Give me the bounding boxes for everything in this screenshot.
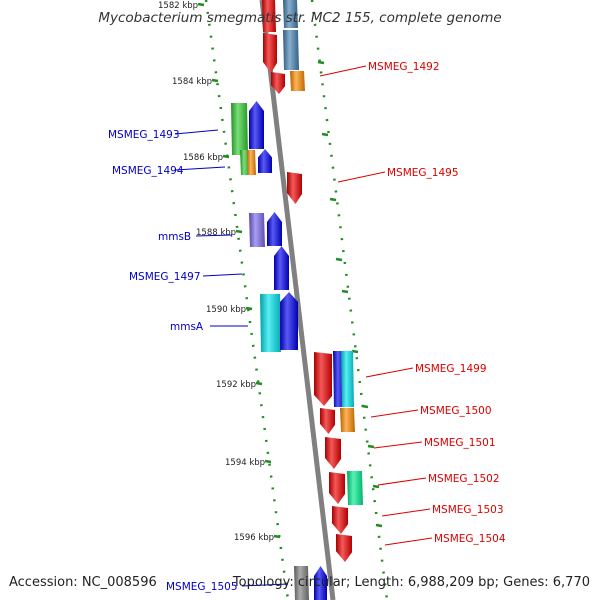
gene-label-msmeg_1499[interactable]: MSMEG_1499 bbox=[415, 363, 487, 375]
tick-mark-right bbox=[341, 289, 349, 294]
leader-line bbox=[381, 508, 431, 517]
gene-block[interactable] bbox=[262, 0, 276, 32]
kbp-tick-label: 1594 kbp bbox=[225, 458, 265, 468]
gene-block[interactable] bbox=[336, 534, 352, 562]
gene-label-msmeg_1494[interactable]: MSMEG_1494 bbox=[112, 165, 184, 177]
kbp-tick-label: 1584 kbp bbox=[172, 77, 212, 87]
tick-mark-right bbox=[317, 60, 325, 65]
tick-mark-left bbox=[211, 78, 219, 83]
kbp-tick-label: 1588 kbp bbox=[196, 228, 236, 238]
gene-block[interactable] bbox=[280, 292, 298, 350]
kbp-tick-label: 1592 kbp bbox=[216, 380, 256, 390]
tick-mark-right bbox=[372, 484, 380, 489]
leader-line bbox=[202, 273, 243, 277]
leader-line bbox=[365, 367, 414, 378]
gene-block[interactable] bbox=[294, 566, 309, 600]
kbp-tick-label: 1582 kbp bbox=[158, 1, 198, 11]
tick-mark-right bbox=[321, 132, 329, 137]
leader-line bbox=[377, 477, 427, 486]
gene-block[interactable] bbox=[283, 30, 299, 70]
tick-mark-left bbox=[245, 306, 253, 311]
leader-line bbox=[174, 166, 226, 171]
gene-label-msmeg_1493[interactable]: MSMEG_1493 bbox=[108, 129, 180, 141]
gene-block[interactable] bbox=[258, 149, 272, 173]
gene-block[interactable] bbox=[260, 294, 281, 352]
gene-label-msmeg_1492[interactable]: MSMEG_1492 bbox=[368, 61, 440, 73]
gene-label-msmeg_1502[interactable]: MSMEG_1502 bbox=[428, 473, 500, 485]
gene-label-msmeg_1495[interactable]: MSMEG_1495 bbox=[387, 167, 459, 179]
gene-block[interactable] bbox=[231, 103, 248, 155]
genome-summary-text: Topology: circular; Length: 6,988,209 bp… bbox=[232, 575, 590, 590]
gene-label-mmsa[interactable]: mmsA bbox=[170, 321, 204, 333]
tick-mark-left bbox=[197, 2, 205, 7]
gene-block[interactable] bbox=[325, 437, 341, 469]
gene-label-mmsb[interactable]: mmsB bbox=[158, 231, 191, 243]
tick-mark-left bbox=[235, 229, 243, 234]
tick-mark-left bbox=[273, 534, 281, 539]
outer-ring-dots-left bbox=[204, 0, 290, 600]
tick-mark-left bbox=[255, 381, 263, 386]
gene-block[interactable] bbox=[314, 566, 327, 600]
gene-block[interactable] bbox=[283, 0, 298, 28]
gene-block[interactable] bbox=[249, 101, 264, 149]
gene-block[interactable] bbox=[287, 172, 302, 204]
gene-label-msmeg_1505[interactable]: MSMEG_1505 bbox=[166, 581, 238, 593]
gene-label-msmeg_1503[interactable]: MSMEG_1503 bbox=[432, 504, 504, 516]
gene-block[interactable] bbox=[340, 408, 355, 432]
gene-block[interactable] bbox=[329, 472, 345, 504]
gene-label-msmeg_1504[interactable]: MSMEG_1504 bbox=[434, 533, 506, 545]
gene-block[interactable] bbox=[314, 352, 332, 406]
leader-line bbox=[384, 537, 433, 546]
tick-mark-right bbox=[375, 523, 383, 528]
gene-block[interactable] bbox=[271, 72, 285, 94]
tick-mark-left bbox=[222, 154, 230, 159]
leader-line bbox=[319, 65, 367, 77]
leader-line bbox=[195, 234, 233, 237]
gene-label-msmeg_1497[interactable]: MSMEG_1497 bbox=[129, 271, 201, 283]
gene-label-msmeg_1500[interactable]: MSMEG_1500 bbox=[420, 405, 492, 417]
leader-line bbox=[373, 441, 423, 449]
leader-line bbox=[370, 409, 419, 418]
gene-block[interactable] bbox=[267, 212, 282, 246]
kbp-tick-label: 1590 kbp bbox=[206, 305, 246, 315]
tick-mark-right bbox=[367, 444, 375, 449]
kbp-tick-label: 1596 kbp bbox=[234, 533, 274, 543]
leader-line bbox=[174, 129, 219, 135]
accession-text: Accession: NC_008596 bbox=[9, 575, 157, 590]
gene-block[interactable] bbox=[347, 471, 363, 505]
genome-backbone bbox=[259, 0, 336, 600]
gene-block[interactable] bbox=[332, 506, 348, 534]
map-title: Mycobacterium smegmatis str. MC2 155, co… bbox=[98, 10, 502, 26]
gene-block[interactable] bbox=[263, 33, 277, 73]
leader-line bbox=[241, 583, 289, 587]
gene-block[interactable] bbox=[247, 150, 256, 175]
tick-mark-right bbox=[361, 404, 369, 409]
tick-mark-left bbox=[264, 459, 272, 464]
leader-line bbox=[337, 171, 386, 183]
gene-label-msmeg_1501[interactable]: MSMEG_1501 bbox=[424, 437, 496, 449]
kbp-tick-label: 1586 kbp bbox=[183, 153, 223, 163]
gene-block[interactable] bbox=[274, 246, 289, 290]
tick-mark-right bbox=[329, 197, 337, 202]
gene-block[interactable] bbox=[320, 408, 335, 434]
gene-block[interactable] bbox=[290, 71, 305, 91]
tick-mark-right bbox=[335, 257, 343, 262]
gene-block[interactable] bbox=[249, 213, 265, 247]
gene-block[interactable] bbox=[341, 351, 354, 407]
